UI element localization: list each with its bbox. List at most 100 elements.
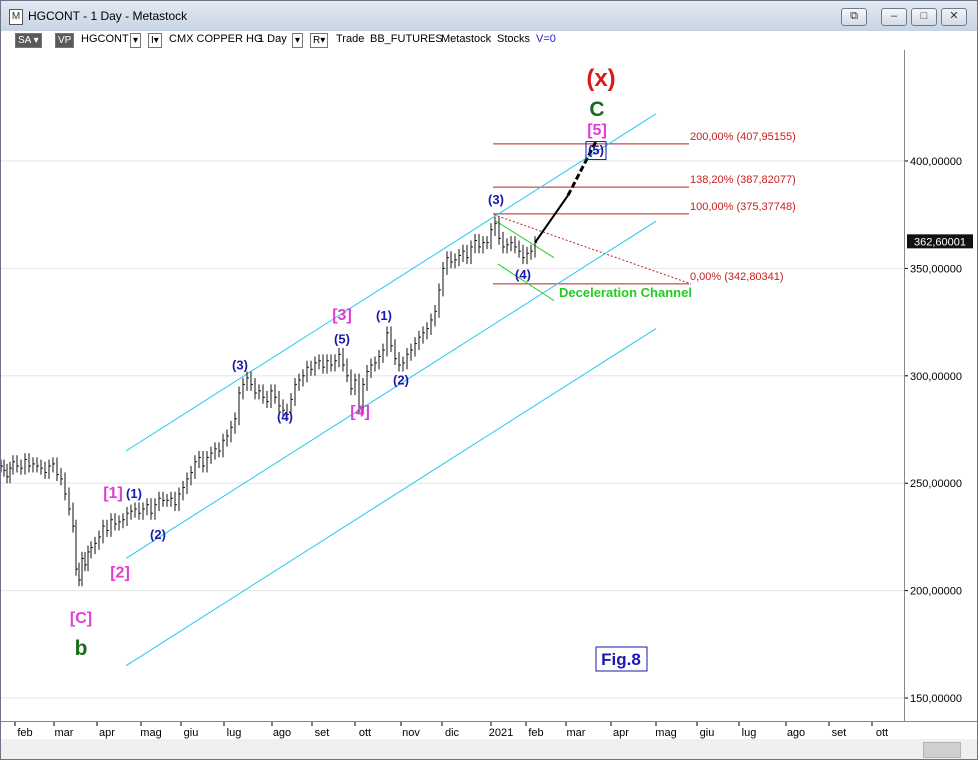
app-icon: M — [9, 9, 23, 25]
price-tick-label-0: 150,00000 — [910, 693, 962, 705]
symbol-dropdown-arrow-icon[interactable]: ▾ — [130, 33, 142, 48]
date-tick-label-20: ott — [876, 727, 888, 739]
wave-5-box — [585, 141, 607, 161]
window-title: HGCONT - 1 Day - Metastock — [28, 9, 188, 23]
period-dropdown-arrow-icon[interactable]: ▾ — [292, 33, 304, 48]
date-tick-label-8: ott — [359, 727, 371, 739]
wave-label-13: [1] — [103, 485, 123, 502]
price-axis-svg: 150,00000 200,00000 250,00000 300,00000 350,… — [904, 50, 973, 721]
wave-label-17: [C] — [70, 610, 92, 627]
fib-level-label-1: 138,20% (387,82077) — [690, 174, 796, 186]
price-bars — [1, 216, 537, 587]
date-tick-label-12: feb — [528, 727, 543, 739]
price-axis[interactable]: 150,00000 200,00000 250,00000 300,00000 350,… — [904, 50, 977, 721]
wave-label-12: [4] — [350, 404, 370, 421]
channel-line-0 — [125, 113, 657, 452]
last-price-marker: 362,60001 — [907, 234, 973, 249]
last-price-label: 362,60001 — [914, 236, 966, 248]
restore-icon[interactable]: ⧉ — [841, 8, 867, 26]
date-tick-label-3: mag — [140, 727, 161, 739]
minimize-icon[interactable]: ‒ — [881, 8, 907, 26]
projection-dashed — [566, 138, 599, 197]
symbol-label: HGCONT — [81, 33, 129, 45]
wave-label-5: (4) — [515, 267, 531, 282]
horizontal-scrollbar[interactable] — [1, 739, 977, 759]
figure-tag-box — [595, 646, 648, 672]
projection-solid — [534, 194, 569, 244]
channel-line-2 — [125, 328, 657, 667]
fibonacci-levels: 200,00% (407,95155) 138,20% (387,82077) 10… — [493, 131, 796, 285]
i-dropdown[interactable]: I▾ — [148, 33, 162, 48]
channel-line-1 — [125, 220, 657, 559]
price-tick-label-4: 350,00000 — [910, 263, 962, 275]
date-tick-label-10: dic — [445, 727, 460, 739]
wave-label-1: C — [589, 98, 604, 121]
chart-toolbar: SA ▾ VP HGCONT ▾ I▾ CMX COPPER HG 1 Day … — [1, 31, 977, 50]
fib-level-label-3: 0,00% (342,80341) — [690, 271, 784, 283]
date-tick-label-5: lug — [227, 727, 242, 739]
sa-dropdown[interactable]: SA ▾ — [15, 33, 42, 48]
wave-label-18: b — [75, 637, 88, 660]
source-label: BB_FUTURES — [370, 33, 443, 45]
fib-level-label-0: 200,00% (407,95155) — [690, 131, 796, 143]
date-tick-label-4: giu — [184, 727, 199, 739]
volume-label: V=0 — [536, 33, 556, 45]
type-label: Stocks — [497, 33, 531, 45]
r-dropdown[interactable]: R▾ — [310, 33, 329, 48]
price-tick-label-5: 400,00000 — [910, 156, 962, 168]
close-icon[interactable]: ✕ — [941, 8, 967, 26]
date-tick-label-0: feb — [17, 727, 32, 739]
trade-label[interactable]: Trade — [336, 33, 365, 45]
date-tick-label-17: lug — [742, 727, 757, 739]
price-tick-label-2: 250,00000 — [910, 478, 962, 490]
i-label: I — [151, 35, 154, 46]
date-tick-label-18: ago — [787, 727, 805, 739]
date-tick-label-15: mag — [655, 727, 676, 739]
scrollbar-thumb[interactable] — [923, 742, 961, 758]
projection — [534, 138, 599, 244]
wave-label-14: (1) — [126, 486, 142, 501]
period-label: 1 Day — [258, 33, 287, 45]
date-tick-label-19: set — [832, 727, 847, 739]
date-tick-label-1: mar — [55, 727, 74, 739]
date-tick-label-9: nov — [402, 727, 420, 739]
wave-label-3: (5) — [588, 143, 604, 158]
figure-tag: Fig.8 — [601, 650, 641, 669]
decel-upper-line — [495, 220, 555, 259]
trend-channels — [125, 113, 657, 667]
date-tick-label-2: apr — [99, 727, 115, 739]
fib-level-label-2: 100,00% (375,37748) — [690, 201, 796, 213]
wave-label-0: (x) — [586, 65, 615, 92]
wave-labels: (x) C[5] (5) (3) (4) [3] (1) (5) (3) (2) (4) [4] [1]… — [70, 65, 616, 660]
deceleration-channel — [495, 220, 555, 302]
vp-label: VP — [58, 35, 72, 46]
wave-label-4: (3) — [488, 192, 504, 207]
wave-label-15: (2) — [150, 527, 166, 542]
vp-button[interactable]: VP — [55, 33, 75, 48]
date-tick-label-13: mar — [567, 727, 586, 739]
date-tick-label-11: 2021 — [489, 727, 513, 739]
date-axis[interactable]: feb mar apr mag giu lug ago set ott nov dic 2021 feb… — [1, 721, 977, 740]
maximize-icon[interactable]: □ — [911, 8, 937, 26]
grid — [1, 160, 904, 699]
vendor-label: Metastock — [441, 33, 492, 45]
date-tick-label-14: apr — [613, 727, 629, 739]
security-name: CMX COPPER HG — [169, 33, 263, 45]
date-tick-label-6: ago — [273, 727, 291, 739]
wave-label-7: (1) — [376, 308, 392, 323]
wave-label-10: (2) — [393, 372, 409, 387]
price-plot-area[interactable]: 200,00% (407,95155) 138,20% (387,82077) 10… — [1, 50, 904, 721]
wave-label-2: [5] — [587, 122, 607, 139]
wave-label-6: [3] — [332, 307, 352, 324]
date-axis-svg: feb mar apr mag giu lug ago set ott nov dic 2021 feb… — [14, 722, 888, 739]
wave-label-8: (5) — [334, 332, 350, 347]
price-ticks: 150,00000 200,00000 250,00000 300,00000 350,… — [904, 50, 962, 721]
price-chart[interactable]: 200,00% (407,95155) 138,20% (387,82077) 10… — [1, 50, 904, 721]
fib-diagonal-line — [493, 214, 692, 285]
wave-label-11: (4) — [277, 409, 293, 424]
r-label: R — [313, 35, 321, 46]
decel-lower-line — [497, 263, 555, 302]
deceleration-channel-label: Deceleration Channel — [559, 285, 692, 300]
date-tick-label-7: set — [315, 727, 330, 739]
